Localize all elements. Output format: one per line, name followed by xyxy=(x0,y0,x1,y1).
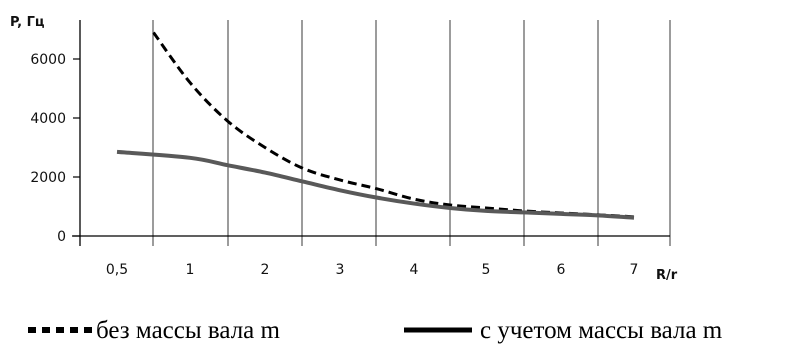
x-tick-label: 2 xyxy=(261,262,270,278)
x-tick-label: 7 xyxy=(630,262,639,278)
legend-label: с учетом массы вала m xyxy=(480,317,723,344)
y-tick-label: 4000 xyxy=(30,111,66,127)
series-line-dashed xyxy=(152,31,635,219)
series-line-solid xyxy=(116,149,635,220)
x-tick-label: 0,5 xyxy=(106,262,128,278)
x-tick-label: 1 xyxy=(186,262,195,278)
grid-lines xyxy=(79,20,671,246)
y-tick-label: 6000 xyxy=(30,52,66,68)
y-tick-label: 2000 xyxy=(30,170,66,186)
plot-area xyxy=(116,31,635,220)
axes xyxy=(72,20,670,246)
legend: без массы вала m с учетом массы вала m xyxy=(28,317,723,344)
y-axis-title: P, Гц xyxy=(10,15,45,30)
x-tick-label: 6 xyxy=(557,262,566,278)
x-tick-label: 5 xyxy=(482,262,491,278)
x-tick-label: 4 xyxy=(410,262,419,278)
tick-labels: 0 2000 4000 6000 0,5 1 2 3 4 5 6 7 xyxy=(30,52,638,278)
y-tick-label: 0 xyxy=(57,229,66,245)
legend-label: без массы вала m xyxy=(96,317,281,344)
x-axis-title: R/r xyxy=(656,268,678,283)
x-tick-label: 3 xyxy=(336,262,345,278)
